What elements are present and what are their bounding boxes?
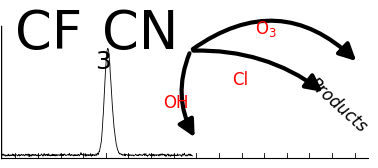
Text: Products: Products [305, 75, 371, 137]
Text: Cl: Cl [232, 71, 248, 89]
Text: CF: CF [15, 8, 83, 60]
Text: CN: CN [102, 8, 178, 60]
Text: 3: 3 [95, 51, 111, 74]
Text: OH: OH [163, 94, 189, 112]
Text: O$_3$: O$_3$ [255, 19, 277, 39]
